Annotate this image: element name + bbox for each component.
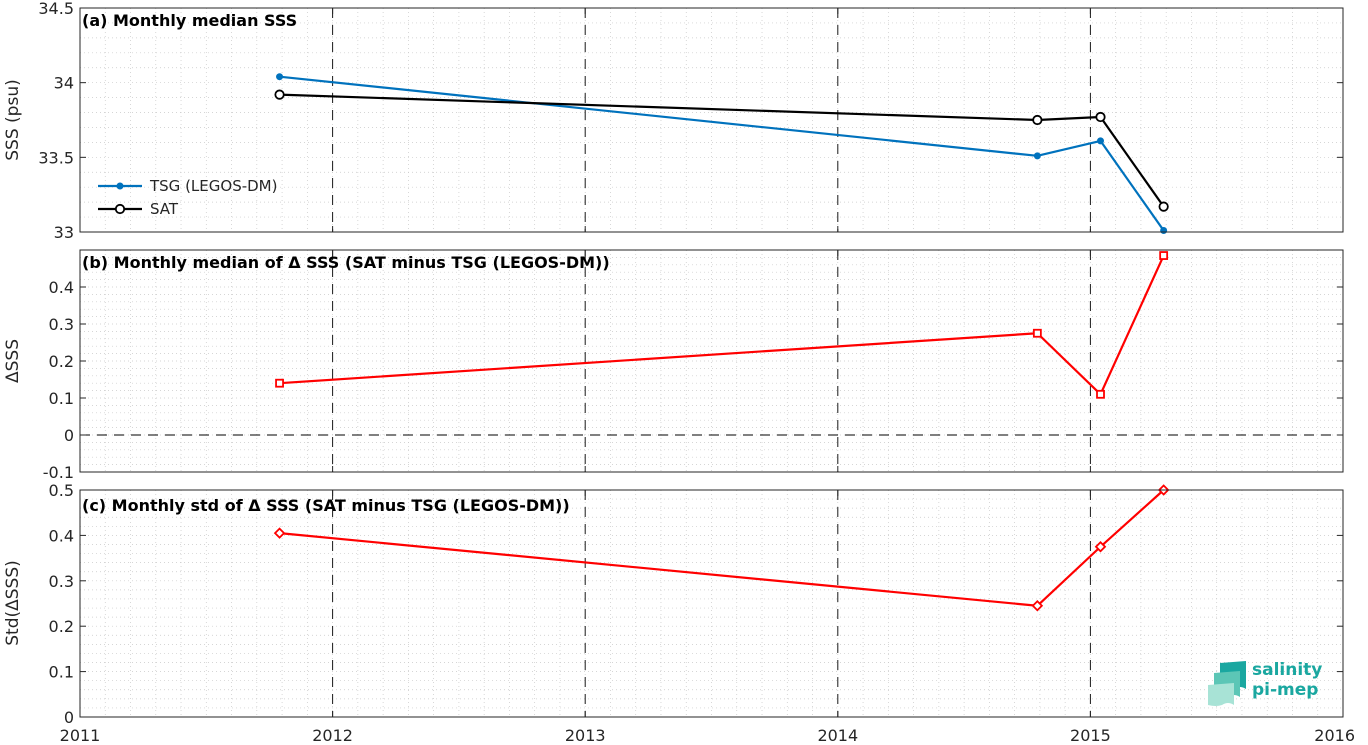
x-tick-label: 2012	[312, 726, 353, 745]
panel-c-series	[273, 484, 1170, 612]
panel-b-y-ticks: -0.1 0 0.1 0.2 0.3 0.4	[43, 250, 1344, 482]
series-line	[279, 255, 1165, 396]
x-tick-label: 2011	[60, 726, 101, 745]
panel-b-year-lines	[332, 250, 1091, 472]
panel-b-y-axis-label: ΔSSS	[3, 339, 23, 383]
legend-sat-label: SAT	[150, 200, 179, 218]
data-point	[274, 89, 285, 100]
data-point	[1032, 328, 1042, 338]
data-point	[276, 73, 284, 81]
x-axis-ticks: 2011 2012 2013 2014 2015 2016	[60, 726, 1355, 745]
y-tick-label: 0.4	[49, 526, 74, 545]
y-tick-label: 0.1	[49, 389, 74, 408]
series-line	[279, 489, 1165, 607]
series-line	[279, 75, 1165, 232]
data-point	[1095, 111, 1106, 123]
panel-a-title: (a) Monthly median SSS	[82, 11, 297, 30]
panel-a-legend: TSG (LEGOS-DM) SAT	[98, 177, 277, 218]
legend-sat-marker	[114, 203, 126, 215]
y-tick-label: 0.1	[49, 663, 74, 682]
panel-a-y-ticks: 33 33.5 34 34.5	[38, 0, 1344, 242]
y-tick-label: 0	[64, 426, 74, 445]
logo-text-line1: salinity	[1252, 660, 1323, 680]
legend-tsg-label: TSG (LEGOS-DM)	[149, 177, 277, 195]
data-point	[273, 527, 286, 539]
panel-a-y-axis-label: SSS (psu)	[3, 79, 23, 160]
series-line	[279, 93, 1165, 208]
legend-tsg-marker	[116, 182, 124, 190]
panel-a-frame	[79, 7, 1344, 233]
wave-logo-icon	[1208, 661, 1246, 706]
x-tick-label: 2013	[565, 726, 606, 745]
panel-c-frame	[79, 489, 1344, 718]
panel-c-plot-area	[80, 490, 1343, 717]
data-point	[1158, 201, 1169, 212]
x-tick-label: 2014	[817, 726, 858, 745]
data-point	[1094, 540, 1107, 553]
panel-c-y-ticks: 0 0.1 0.2 0.3 0.4 0.5	[49, 481, 1344, 727]
data-point	[1160, 227, 1168, 235]
panel-c-y-axis-label: Std(ΔSSS)	[3, 560, 23, 646]
panel-b-title: (b) Monthly median of Δ SSS (SAT minus T…	[82, 253, 610, 272]
logo-text-line2: pi-mep	[1252, 680, 1319, 700]
panel-b-series	[275, 251, 1169, 399]
y-tick-label: 0.3	[49, 572, 74, 591]
data-point	[1032, 114, 1043, 126]
data-point	[275, 378, 284, 388]
data-point	[1097, 137, 1105, 145]
y-tick-label: 34.5	[38, 0, 74, 18]
panel-c-year-lines	[332, 490, 1091, 717]
panel-c-std-delta-sss: 0 0.1 0.2 0.3 0.4 0.5 Std(ΔSSS) (c) Monthly s…	[3, 481, 1344, 727]
panel-b-median-delta-sss: -0.1 0 0.1 0.2 0.3 0.4 ΔSSS (b) Monthly media…	[3, 249, 1344, 482]
y-tick-label: 34	[54, 74, 74, 93]
data-point	[1096, 389, 1105, 399]
y-tick-label: -0.1	[43, 463, 74, 482]
data-point	[1031, 599, 1044, 612]
data-point	[1159, 251, 1169, 260]
y-tick-label: 0.2	[49, 352, 74, 371]
panel-a-series	[274, 73, 1169, 235]
y-tick-label: 0.4	[49, 278, 74, 297]
salinity-pi-mep-logo: salinity pi-mep	[1206, 657, 1336, 707]
y-tick-label: 33	[54, 223, 74, 242]
panel-a-monthly-median-sss: 33 33.5 34 34.5 SSS (psu) (a) Monthly media…	[3, 0, 1344, 242]
y-tick-label: 0	[64, 708, 74, 727]
panel-c-title: (c) Monthly std of Δ SSS (SAT minus TSG …	[82, 496, 570, 515]
x-tick-label: 2016	[1314, 726, 1355, 745]
data-point	[1033, 152, 1041, 160]
y-tick-label: 33.5	[38, 148, 74, 167]
y-tick-label: 0.5	[49, 481, 74, 500]
panel-a-year-lines	[332, 8, 1091, 232]
y-tick-label: 0.3	[49, 315, 74, 334]
y-tick-label: 0.2	[49, 617, 74, 636]
x-tick-label: 2015	[1070, 726, 1111, 745]
